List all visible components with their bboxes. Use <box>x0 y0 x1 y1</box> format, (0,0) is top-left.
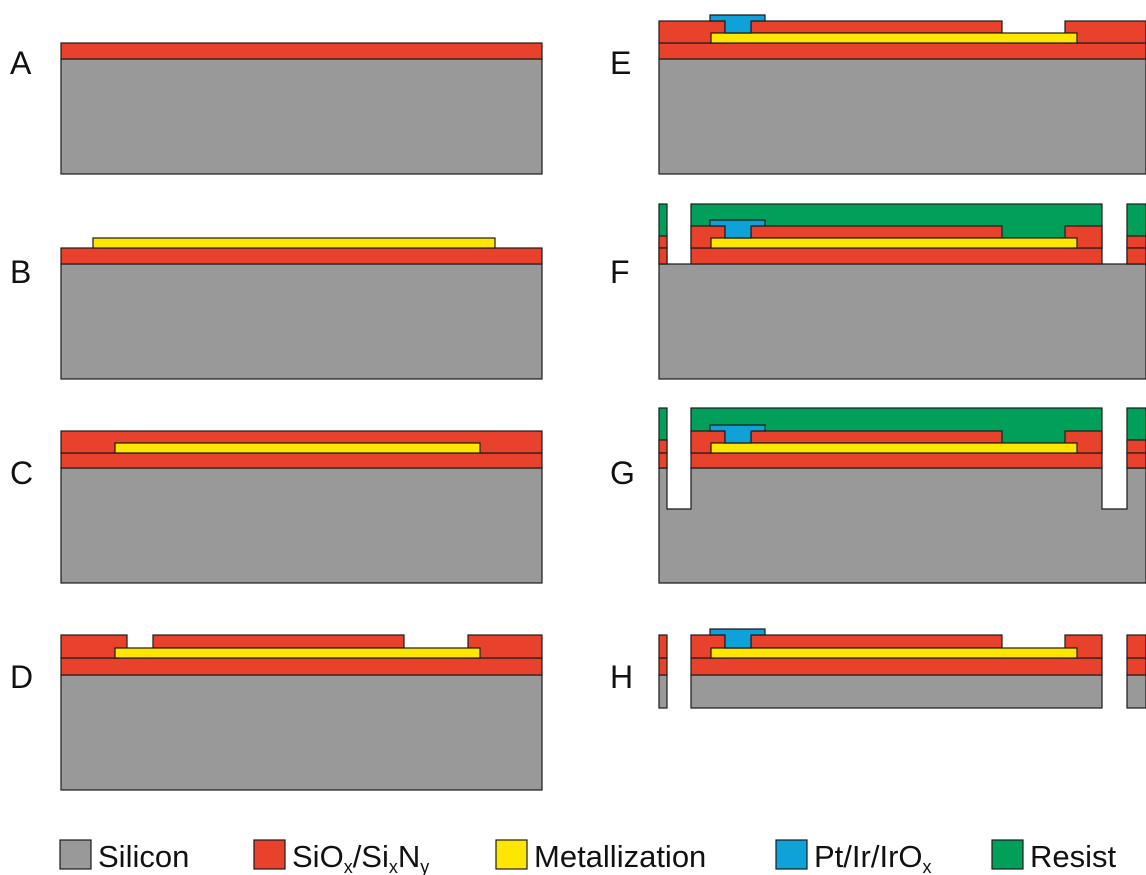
step-c: C <box>10 430 543 584</box>
top-oxide-segment <box>1126 634 1146 659</box>
top-oxide-segment <box>1064 20 1146 44</box>
bottom-oxide-layer <box>690 247 1103 265</box>
silicon-substrate <box>60 58 543 175</box>
silicon-substrate <box>60 467 543 584</box>
bottom-oxide-layer <box>658 42 1146 60</box>
step-a: A <box>10 42 543 175</box>
top-oxide-segment <box>750 634 1003 649</box>
legend-label-oxide: SiOx/SixNy <box>292 839 429 875</box>
legend-item-electrode: Pt/Ir/IrOx <box>775 839 932 875</box>
step-e: E <box>610 14 1146 175</box>
top-oxide-segment <box>152 634 405 649</box>
top-oxide-segment <box>658 439 668 454</box>
legend-swatch-silicon <box>59 839 92 870</box>
legend-item-silicon: Silicon <box>59 839 189 874</box>
bottom-oxide-layer <box>690 452 1103 469</box>
legend-swatch-resist <box>991 839 1024 870</box>
step-label-a: A <box>10 45 32 81</box>
metallization-layer <box>710 32 1078 44</box>
step-h: H <box>610 628 1146 709</box>
metallization-layer <box>710 647 1078 659</box>
legend-label-resist: Resist <box>1030 839 1117 874</box>
oxide-layer <box>60 42 543 60</box>
top-oxide-segment <box>750 430 1003 444</box>
step-label-h: H <box>610 659 633 695</box>
legend-swatch-electrode <box>775 839 808 870</box>
silicon-segment <box>690 674 1103 709</box>
bottom-oxide-segment <box>1126 452 1146 469</box>
bottom-oxide-layer <box>60 657 543 676</box>
bottom-oxide-segment <box>658 452 668 469</box>
bottom-oxide-layer <box>60 452 543 469</box>
metallization-layer <box>114 647 481 659</box>
silicon-substrate <box>658 263 1146 380</box>
metallization-layer <box>710 237 1078 249</box>
silicon-substrate-trenched <box>658 467 1146 584</box>
step-g: G <box>610 407 1146 584</box>
legend-swatch-oxide <box>253 839 286 870</box>
oxide-layer <box>60 247 543 265</box>
bottom-oxide-segment <box>1126 657 1146 676</box>
top-oxide-segment <box>658 235 668 249</box>
metallization-layer <box>710 442 1078 454</box>
electrode-pad <box>709 628 766 649</box>
electrode-pad <box>709 219 766 239</box>
legend-item-oxide: SiOx/SixNy <box>253 839 429 875</box>
top-oxide-segment <box>750 20 1003 34</box>
metallization-layer <box>114 442 481 454</box>
step-label-b: B <box>10 254 31 290</box>
top-oxide-segment <box>658 634 668 659</box>
silicon-substrate <box>658 58 1146 175</box>
legend-label-metallization: Metallization <box>534 839 706 874</box>
step-label-f: F <box>610 254 630 290</box>
step-label-e: E <box>610 45 631 81</box>
step-d: D <box>10 634 543 791</box>
step-label-g: G <box>610 455 635 491</box>
legend: Silicon SiOx/SixNy Metallization Pt/Ir/I… <box>59 839 1117 875</box>
legend-swatch-metallization <box>495 839 528 870</box>
bottom-oxide-layer <box>690 657 1103 676</box>
silicon-segment <box>658 674 668 709</box>
legend-item-metallization: Metallization <box>495 839 706 874</box>
silicon-substrate <box>60 674 543 791</box>
bottom-oxide-segment <box>1126 247 1146 265</box>
legend-label-electrode: Pt/Ir/IrOx <box>814 839 932 875</box>
step-label-d: D <box>10 659 33 695</box>
step-label-c: C <box>10 455 33 491</box>
step-b: B <box>10 237 543 380</box>
silicon-segment <box>1126 674 1146 709</box>
bottom-oxide-segment <box>658 657 668 676</box>
top-oxide-segment <box>750 225 1003 239</box>
top-oxide-segment <box>1126 235 1146 249</box>
top-oxide-segment <box>60 634 128 659</box>
bottom-oxide-segment <box>658 247 668 265</box>
top-oxide-segment <box>467 634 543 659</box>
step-f: F <box>610 203 1146 380</box>
electrode-pad <box>709 14 766 34</box>
top-oxide-segment <box>1126 439 1146 454</box>
metallization-layer <box>92 237 496 249</box>
legend-item-resist: Resist <box>991 839 1117 874</box>
silicon-substrate <box>60 263 543 380</box>
electrode-pad <box>709 424 766 444</box>
legend-label-silicon: Silicon <box>98 839 189 874</box>
